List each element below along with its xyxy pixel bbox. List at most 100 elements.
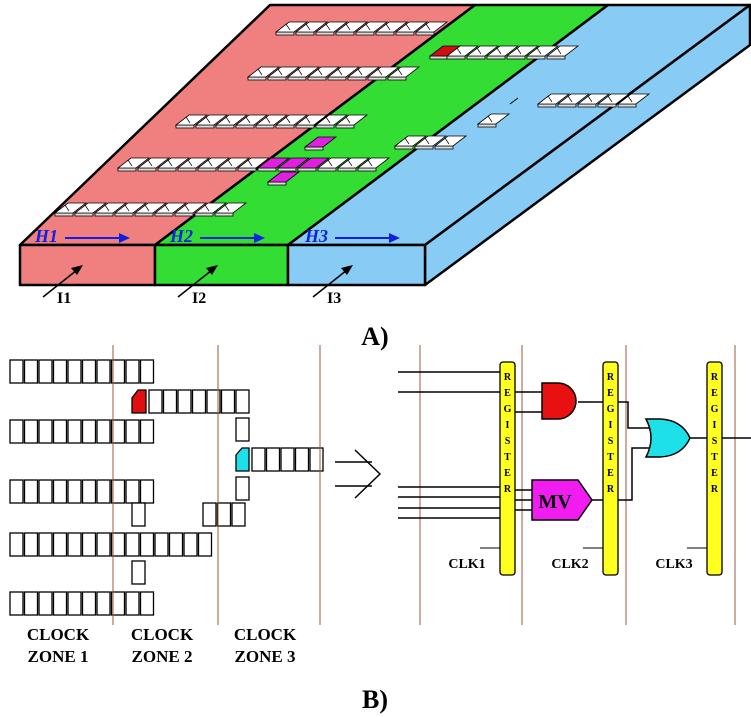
cell-side (527, 56, 545, 59)
cell (97, 480, 110, 503)
cell (68, 533, 81, 556)
cell (164, 390, 177, 413)
cell (39, 480, 52, 503)
cell (141, 480, 154, 503)
cell-side (158, 168, 176, 171)
cell-side (118, 168, 136, 171)
cell (203, 503, 216, 526)
cell-side (95, 213, 113, 216)
cell-layout (10, 360, 323, 615)
cell-side (236, 125, 254, 128)
cell (25, 533, 38, 556)
cell-side (578, 104, 596, 107)
cell-side (218, 168, 236, 171)
cell (193, 390, 206, 413)
cell (222, 390, 235, 413)
cell-side (618, 104, 636, 107)
cell-side (396, 32, 414, 35)
cell-side (467, 56, 485, 59)
cell-side (305, 147, 323, 150)
cell (68, 592, 81, 615)
cell-side (395, 146, 413, 149)
cell (218, 503, 231, 526)
cell (54, 592, 67, 615)
cell (236, 390, 249, 413)
cell (126, 592, 139, 615)
cell-side (198, 168, 216, 171)
cell-side (558, 104, 576, 107)
input-label: I3 (327, 290, 341, 307)
panel-label: B) (362, 685, 388, 714)
cell-side (415, 146, 433, 149)
cell-side (598, 104, 616, 107)
cell (126, 533, 139, 556)
field-label: H1 (34, 226, 58, 246)
cell (141, 592, 154, 615)
cell-side (268, 77, 286, 80)
cell (10, 480, 23, 503)
cell (39, 592, 52, 615)
cell (97, 360, 110, 383)
majority-label: MV (538, 491, 572, 513)
field-label: H3 (304, 226, 328, 246)
cell-side (338, 168, 356, 171)
cell-side (416, 32, 434, 35)
cell-side (336, 32, 354, 35)
cell (25, 360, 38, 383)
cell-side (328, 77, 346, 80)
cell (54, 480, 67, 503)
panel-label: A) (361, 322, 388, 351)
cell (126, 480, 139, 503)
cell (83, 533, 96, 556)
cell-side (507, 56, 525, 59)
cell-side (215, 213, 233, 216)
clock-zone-labels: CLOCKZONE 1CLOCKZONE 2CLOCKZONE 3 (27, 625, 297, 666)
cell (252, 448, 265, 471)
cell (83, 592, 96, 615)
cell (126, 360, 139, 383)
cell (149, 390, 162, 413)
cell-side (547, 56, 565, 59)
cell-side (296, 32, 314, 35)
cell (39, 360, 52, 383)
clock-zone-label: ZONE 1 (28, 647, 89, 666)
cell-side (196, 125, 214, 128)
cell-side (356, 32, 374, 35)
cell (39, 533, 52, 556)
cell-side (487, 56, 505, 59)
clock-zone-label: ZONE 2 (132, 647, 193, 666)
slab (20, 5, 750, 285)
cell (141, 360, 154, 383)
cell-side (368, 77, 386, 80)
input-label: I2 (192, 290, 206, 307)
clock-zone-label: ZONE 3 (235, 647, 296, 666)
cell (54, 420, 67, 443)
cell-side (216, 125, 234, 128)
cell (10, 360, 23, 383)
clock-zone-label: CLOCK (234, 625, 297, 644)
clock-label: CLK3 (655, 557, 692, 572)
field-label: H2 (169, 226, 193, 246)
cell (97, 420, 110, 443)
cell (39, 420, 52, 443)
cell (83, 360, 96, 383)
cell-side (276, 125, 294, 128)
cell (10, 533, 23, 556)
cell-side (298, 168, 316, 171)
cell (310, 448, 323, 471)
cell (25, 592, 38, 615)
cell (10, 592, 23, 615)
cell-side (538, 104, 556, 107)
or-gate (646, 419, 690, 457)
cell-side (447, 56, 465, 59)
cell-side (175, 213, 193, 216)
cell (267, 448, 280, 471)
cell-side (195, 213, 213, 216)
cell-side (388, 77, 406, 80)
cell (132, 503, 145, 526)
cell (25, 480, 38, 503)
cell (141, 420, 154, 443)
cell (178, 390, 191, 413)
cell (155, 533, 168, 556)
